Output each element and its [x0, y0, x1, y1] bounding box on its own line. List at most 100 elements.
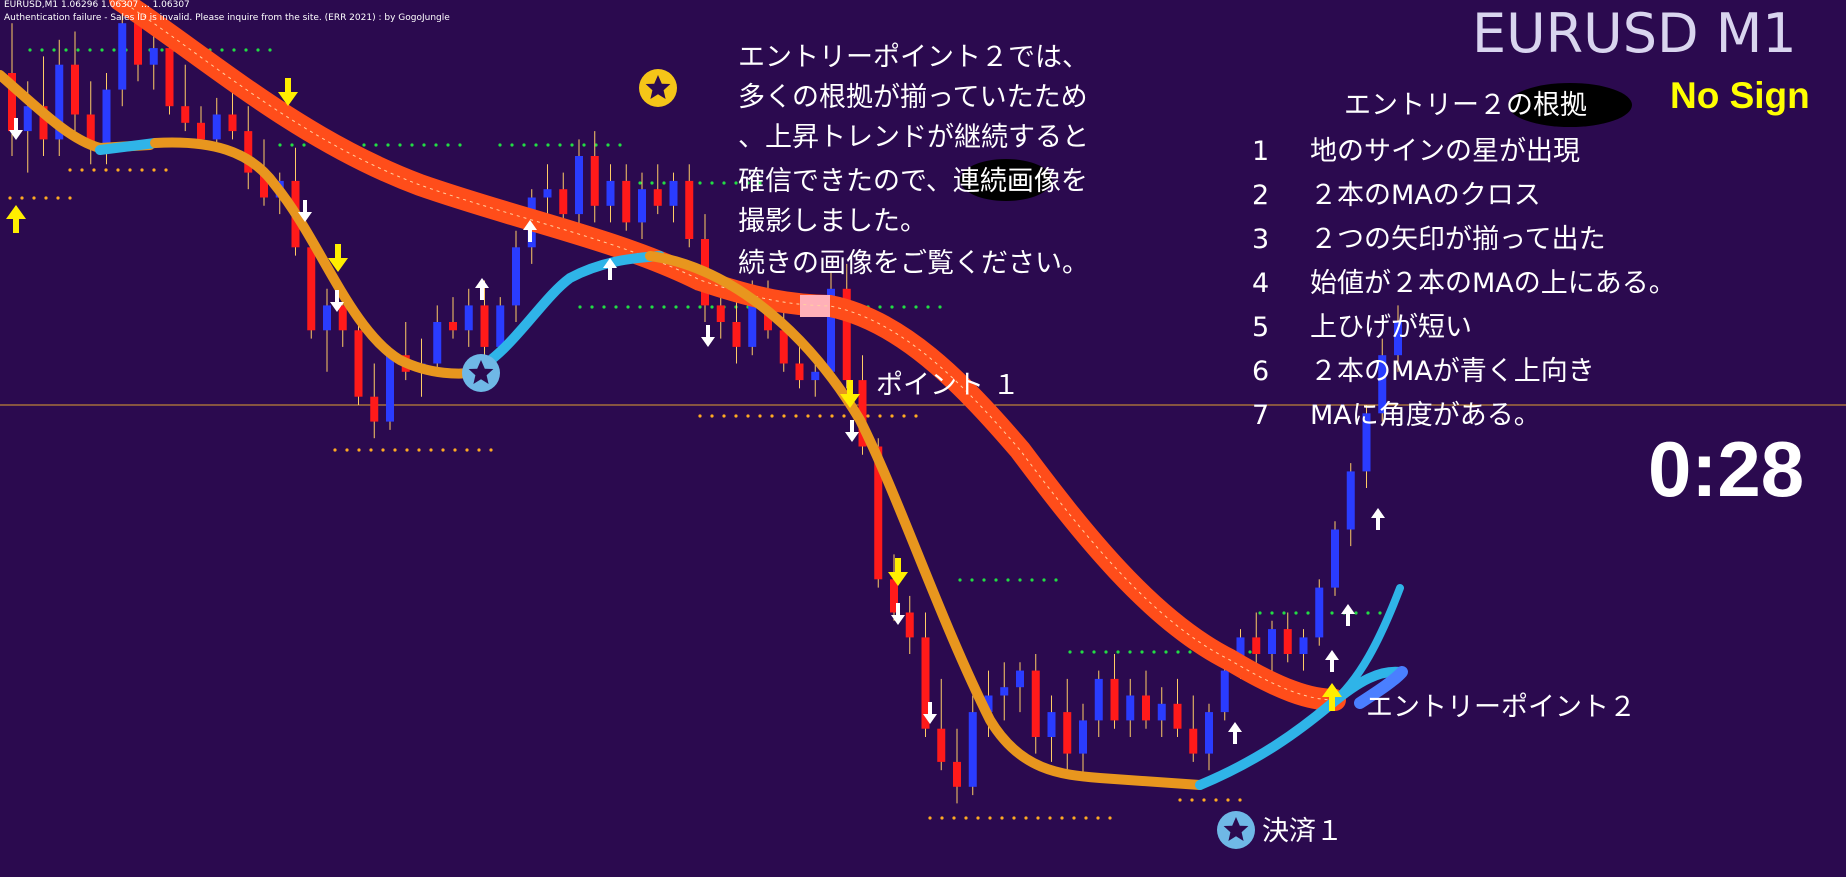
candle-bear	[1063, 712, 1072, 754]
note-line: 、上昇トレンドが継続すると	[738, 122, 1089, 153]
level-dot	[522, 143, 526, 147]
annotation-entry-point2: エントリーポイント２	[1366, 692, 1636, 723]
reason-number: 1	[1252, 136, 1269, 167]
reason-text: ２つの矢印が揃って出た	[1310, 224, 1606, 255]
level-dot	[1270, 611, 1274, 615]
star-sign-icon	[462, 354, 500, 392]
arrow-up-yellow	[6, 205, 26, 233]
level-dot	[1152, 650, 1156, 654]
level-dot	[940, 816, 944, 820]
candle-bull	[1315, 587, 1324, 638]
candle-bear	[197, 122, 205, 140]
level-dot	[1366, 611, 1370, 615]
highlight-mark	[960, 159, 1052, 201]
arrow-down-yellow	[840, 380, 860, 408]
candle-bear	[181, 106, 190, 123]
candle-bear	[134, 23, 142, 65]
level-dot	[746, 414, 750, 418]
level-dot	[782, 414, 786, 418]
candle-bull	[827, 288, 835, 372]
level-dot	[964, 816, 968, 820]
level-dot	[662, 305, 666, 309]
candles	[8, 0, 1402, 804]
reason-text: ２本のMAのクロス	[1310, 180, 1541, 211]
level-dot	[290, 143, 294, 147]
level-dot	[64, 48, 68, 52]
arrow-down-yellow	[328, 244, 348, 272]
reason-text: 地のサインの星が出現	[1310, 136, 1580, 167]
reason-text: ２本のMAが青く上向き	[1310, 356, 1595, 387]
candle-bull	[386, 355, 394, 422]
level-dot	[914, 305, 918, 309]
fast-ma-blue-5	[1354, 666, 1408, 709]
level-dot	[758, 181, 762, 185]
level-dot	[1092, 650, 1096, 654]
level-dot	[160, 48, 164, 52]
level-dot	[606, 143, 610, 147]
highlight-mark	[1508, 83, 1632, 127]
level-dot	[112, 48, 116, 52]
candle-bear	[953, 761, 961, 787]
reason-text: 上ひげが短い	[1310, 312, 1472, 343]
level-dot	[1012, 816, 1016, 820]
level-dot	[410, 143, 414, 147]
level-dot	[734, 181, 738, 185]
level-dot	[1140, 650, 1144, 654]
level-dot	[806, 414, 810, 418]
level-dot	[1306, 611, 1310, 615]
level-dot	[546, 143, 550, 147]
candle-bear	[354, 330, 363, 397]
candle-bear	[653, 189, 662, 206]
note-line: 撮影しました。	[738, 206, 927, 237]
candle-bear	[1031, 670, 1040, 737]
note-line: 確信できたので、連続画像を	[738, 166, 1088, 197]
level-dot	[982, 578, 986, 582]
arrow-down-white	[845, 420, 859, 442]
level-dot	[76, 48, 80, 52]
level-dot	[381, 448, 385, 452]
level-dot	[40, 48, 44, 52]
candle-bear	[937, 728, 946, 762]
level-dot	[453, 448, 457, 452]
candle-bear	[622, 180, 631, 223]
candle-bull	[1000, 687, 1009, 696]
candle-bear	[1252, 637, 1261, 654]
level-dot	[1214, 798, 1218, 802]
candle-bull	[1205, 712, 1213, 754]
candle-bull	[638, 189, 646, 223]
level-dot	[970, 578, 974, 582]
level-dot	[1036, 816, 1040, 820]
note-line: エントリーポイント２では、	[738, 42, 1089, 73]
level-dot	[878, 414, 882, 418]
level-dot	[830, 414, 834, 418]
candle-bear	[370, 396, 379, 422]
level-dot	[256, 48, 260, 52]
candle-bear	[858, 380, 867, 447]
arrow-down-yellow	[278, 78, 298, 106]
level-dot	[302, 143, 306, 147]
level-dot	[710, 414, 714, 418]
arrow-down-white	[298, 200, 312, 222]
level-dot	[20, 196, 24, 200]
level-dot	[1258, 611, 1262, 615]
reason-text: MAに角度がある。	[1310, 400, 1541, 431]
candle-bull	[1016, 670, 1024, 688]
level-dot	[1060, 816, 1064, 820]
level-dot	[722, 414, 726, 418]
level-dot	[1190, 798, 1194, 802]
arrow-up-white	[603, 258, 617, 280]
candle-bull	[1331, 529, 1339, 588]
level-dot	[1378, 611, 1382, 615]
level-dot	[698, 305, 702, 309]
level-dot	[1188, 650, 1192, 654]
candle-bull	[149, 48, 158, 65]
candle-bear	[559, 189, 568, 215]
star-sign-icon	[1217, 811, 1255, 849]
candle-bear	[338, 305, 347, 331]
level-dot	[878, 305, 882, 309]
level-dot	[422, 143, 426, 147]
level-dot	[650, 181, 654, 185]
level-dot	[902, 305, 906, 309]
candle-bull	[811, 371, 820, 381]
